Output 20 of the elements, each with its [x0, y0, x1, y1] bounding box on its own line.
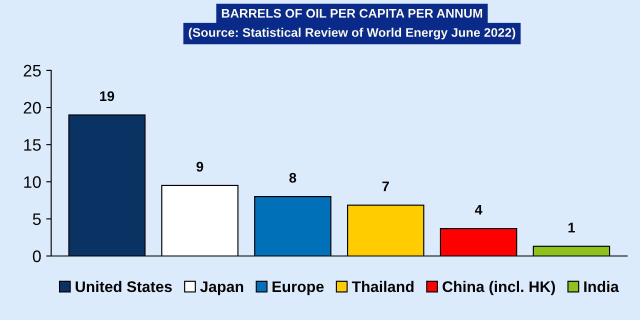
legend-label: Thailand	[352, 280, 414, 292]
y-tick-label: 15	[24, 139, 41, 151]
y-tick-label: 10	[24, 176, 41, 188]
y-tick-label: 25	[24, 64, 41, 77]
data-label: 4	[474, 204, 482, 215]
y-tick-label: 0	[32, 250, 41, 262]
data-label: 8	[289, 172, 296, 183]
legend-label: India	[584, 280, 619, 292]
chart-subtitle: (Source: Statistical Review of World Energy June 2022)	[188, 28, 516, 40]
legend-label: Europe	[272, 281, 324, 296]
y-tick-label: 5	[32, 213, 41, 226]
data-label: 19	[100, 91, 114, 102]
y-tick-label: 20	[24, 102, 41, 114]
legend-label: Japan	[200, 281, 244, 296]
legend-label: United States	[76, 280, 172, 292]
data-label: 9	[196, 162, 204, 172]
data-label: 7	[382, 182, 389, 192]
legend-label: China (incl. HK)	[442, 280, 555, 296]
data-label: 1	[568, 222, 575, 232]
chart-title: BARRELS OF OIL PER CAPITA PER ANNUM	[222, 8, 482, 18]
